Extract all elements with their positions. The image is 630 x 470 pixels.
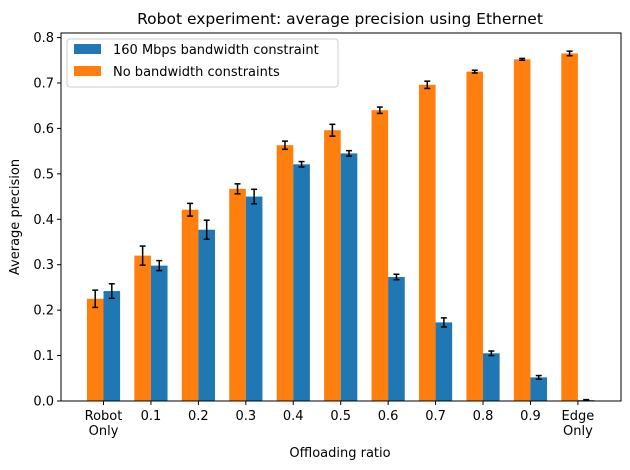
errorbar-160mbps-9	[535, 374, 542, 380]
legend-swatch	[74, 44, 101, 54]
y-tick-label: 0.5	[33, 167, 54, 182]
bar-160mbps-9	[530, 377, 548, 401]
errorbar-no-constraint-3	[234, 183, 241, 195]
legend-label: No bandwidth constraints	[113, 65, 280, 80]
y-tick-label: 0.2	[33, 304, 54, 319]
x-tick-label: 0.8	[473, 409, 494, 424]
bar-160mbps-7	[435, 322, 453, 401]
x-tick-label: 0.3	[235, 409, 256, 424]
bar-160mbps-5	[340, 153, 358, 401]
legend-swatch	[74, 66, 101, 76]
bar-no-constraint-1	[134, 255, 151, 401]
legend: 160 Mbps bandwidth constraint No bandwidt…	[66, 38, 339, 88]
x-tick-label: 0.5	[330, 409, 351, 424]
y-tick-label: 0.0	[33, 395, 54, 410]
errorbar-160mbps-7	[440, 317, 447, 328]
y-axis-label: Average precision	[8, 159, 23, 275]
errorbar-no-constraint-7	[424, 80, 431, 90]
bar-no-constraint-6	[371, 110, 389, 402]
errorbar-no-constraint-10	[566, 50, 573, 57]
bar-no-constraint-9	[513, 59, 531, 401]
x-tick-label: 0.1	[141, 409, 162, 424]
bar-160mbps-3	[245, 196, 263, 401]
bar-no-constraint-8	[466, 71, 484, 402]
errorbar-no-constraint-1	[139, 245, 146, 266]
bar-160mbps-6	[388, 276, 405, 401]
x-tick-label: Robot	[85, 409, 123, 424]
bar-no-constraint-0	[86, 298, 104, 401]
errorbar-no-constraint-5	[329, 123, 336, 137]
bar-no-constraint-7	[418, 84, 436, 401]
bar-160mbps-4	[293, 164, 310, 401]
errorbar-160mbps-5	[346, 149, 352, 157]
errorbar-160mbps-1	[156, 259, 163, 272]
x-tick-label: 0.7	[425, 409, 446, 424]
x-tick-label: Edge	[562, 409, 595, 424]
x-tick-label: 0.9	[520, 409, 541, 424]
bar-no-constraint-10	[561, 53, 578, 401]
errorbar-160mbps-8	[488, 350, 495, 357]
x-tick-label: Only	[89, 424, 119, 439]
errorbar-no-constraint-8	[471, 69, 478, 74]
bar-160mbps-0	[103, 291, 121, 401]
errorbar-160mbps-10	[583, 398, 590, 402]
bars-layer	[86, 53, 595, 402]
errorbar-no-constraint-4	[281, 140, 288, 151]
y-tick-label: 0.3	[33, 258, 54, 273]
y-tick-label: 0.6	[33, 122, 54, 137]
errorbar-no-constraint-6	[376, 106, 383, 115]
errorbar-no-constraint-0	[92, 289, 99, 309]
x-axis-label: Offloading ratio	[289, 446, 390, 461]
x-tick-label: 0.4	[283, 409, 304, 424]
x-tick-label: 0.6	[378, 409, 399, 424]
errorbar-no-constraint-9	[519, 57, 526, 62]
y-tick-label: 0.1	[33, 349, 54, 364]
y-axis: 0.0 0.1 0.2 0.3 0.4 0.5 0.6 0.7 0.8	[33, 31, 61, 410]
bar-160mbps-1	[150, 265, 168, 401]
y-tick-label: 0.7	[33, 76, 54, 91]
bar-160mbps-2	[198, 229, 215, 401]
bar-no-constraint-4	[276, 145, 294, 401]
errorbars-layer	[92, 50, 590, 402]
errorbar-160mbps-3	[251, 188, 258, 205]
x-tick-label: Only	[563, 424, 593, 439]
x-tick-label: 0.2	[188, 409, 209, 424]
bar-no-constraint-2	[181, 209, 199, 401]
chart-title: Robot experiment: average precision usin…	[137, 10, 543, 28]
y-tick-label: 0.4	[33, 213, 54, 228]
legend-label: 160 Mbps bandwidth constraint	[113, 43, 319, 58]
y-tick-label: 0.8	[33, 31, 54, 46]
errorbar-no-constraint-2	[187, 202, 194, 217]
errorbar-160mbps-0	[108, 283, 115, 300]
legend-box	[66, 38, 339, 88]
errorbar-160mbps-2	[203, 219, 210, 241]
errorbar-160mbps-6	[393, 273, 400, 281]
bar-no-constraint-3	[229, 188, 246, 401]
bar-160mbps-8	[483, 353, 500, 401]
errorbar-160mbps-4	[298, 160, 305, 168]
bar-no-constraint-5	[324, 130, 341, 402]
